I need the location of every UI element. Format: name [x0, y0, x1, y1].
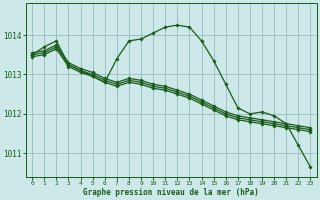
- X-axis label: Graphe pression niveau de la mer (hPa): Graphe pression niveau de la mer (hPa): [84, 188, 259, 197]
